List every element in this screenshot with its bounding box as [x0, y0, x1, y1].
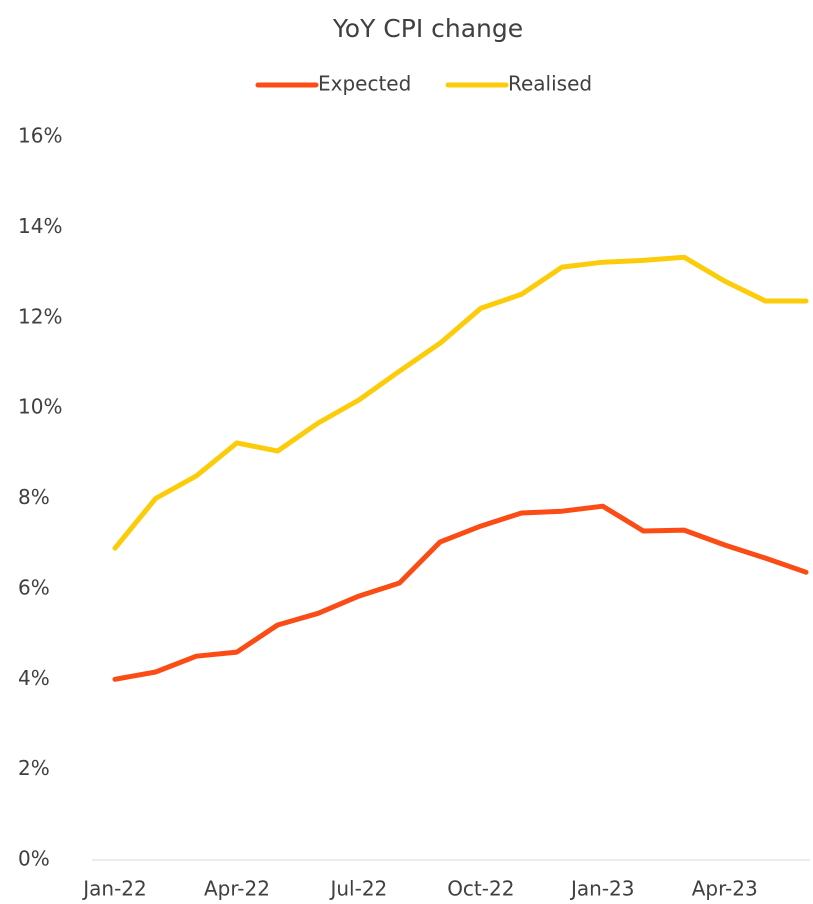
x-tick-label: Apr-23	[692, 877, 758, 901]
legend-label: Realised	[508, 72, 592, 96]
x-tick-label: Apr-22	[204, 877, 270, 901]
x-tick-label: Oct-22	[447, 877, 514, 901]
y-tick-label: 16%	[18, 124, 62, 148]
x-tick-label: Jan-23	[569, 877, 635, 901]
series-line	[112, 254, 809, 551]
y-tick-label: 8%	[18, 485, 50, 509]
y-tick-label: 12%	[18, 304, 62, 328]
y-tick-label: 10%	[18, 395, 62, 419]
y-tick-label: 4%	[18, 666, 50, 690]
y-tick-label: 14%	[18, 214, 62, 238]
x-tick-label: Jan-22	[81, 877, 147, 901]
y-tick-label: 6%	[18, 575, 50, 599]
series-line	[112, 503, 809, 682]
chart-title: YoY CPI change	[332, 14, 523, 43]
y-tick-label: 0%	[18, 847, 50, 871]
x-tick-label: Jul-22	[328, 877, 387, 901]
legend-label: Expected	[318, 72, 411, 96]
y-tick-label: 2%	[18, 756, 50, 780]
